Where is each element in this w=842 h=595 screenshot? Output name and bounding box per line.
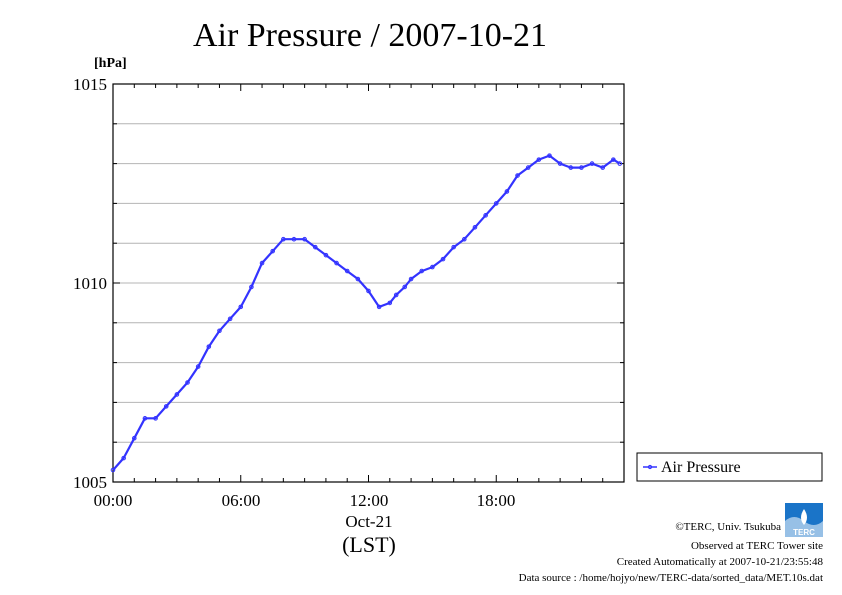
data-point [238,304,244,310]
copyright-text: ©TERC, Univ. Tsukuba [675,521,781,533]
data-point [121,455,126,461]
data-point [270,248,275,254]
data-point [206,344,212,349]
data-point [110,467,116,473]
data-point [440,256,446,262]
data-point [163,404,169,409]
data-point [419,268,425,274]
data-point [451,244,456,250]
chart-title: Air Pressure / 2007-10-21 [193,17,547,54]
data-point [600,165,606,170]
y-tick-label: 1010 [73,274,107,293]
data-point [462,236,467,242]
series-layer [110,153,623,473]
y-tick-label: 1005 [73,473,107,492]
data-point [402,284,407,290]
x-tick-label: 06:00 [222,491,261,510]
data-point [579,165,584,170]
axis-ticks [112,83,625,483]
data-point [568,165,574,170]
data-point [185,380,190,385]
data-point [281,236,286,242]
legend-marker [647,464,653,470]
logo-wave [785,517,823,537]
data-point [589,161,595,166]
x-tick-label: 18:00 [477,491,516,510]
data-point [408,276,414,282]
logo-drop [801,509,807,525]
x-date-label: Oct-21 [345,512,392,531]
data-point [291,236,297,242]
data-point [249,284,254,290]
data-point [547,153,552,158]
data-point [344,268,350,274]
y-tick-label: 1015 [73,75,107,94]
data-point [227,316,233,322]
data-point [515,173,520,178]
data-point [493,201,499,206]
series-line [112,154,621,471]
data-point [131,435,137,441]
legend-box [636,452,823,482]
data-point [376,304,382,310]
grid-lines [113,123,624,443]
data-point [611,157,616,162]
x-tick-label: 12:00 [350,491,389,510]
observed-text: Observed at TERC Tower site [691,540,823,552]
data-point [536,157,542,162]
data-point [366,288,371,294]
data-point [430,264,435,270]
data-point [557,161,563,166]
created-text: Created Automatically at 2007-10-21/23:5… [617,556,824,568]
x-axis-label: (LST) [342,532,396,557]
logo-text: TERC [793,528,815,537]
data-point [174,392,180,397]
data-point [195,364,201,369]
legend-label: Air Pressure [661,459,741,476]
data-point [312,244,318,250]
data-point [217,328,222,334]
y-axis-unit: [hPa] [94,56,127,71]
data-point [355,276,361,282]
source-text: Data source : /home/hojyo/new/TERC-data/… [519,572,823,584]
data-point [259,260,265,266]
data-point [393,292,399,298]
data-point [387,300,393,306]
data-point [302,236,307,242]
data-point [504,189,510,194]
data-point [142,416,148,421]
data-point [334,260,339,266]
data-point [525,165,531,170]
data-point [153,416,158,421]
terc-logo: TERC [785,503,823,537]
x-tick-label: 00:00 [94,491,133,510]
data-point [323,252,329,258]
data-point [617,161,623,166]
data-point [472,224,478,230]
data-point [483,213,488,218]
